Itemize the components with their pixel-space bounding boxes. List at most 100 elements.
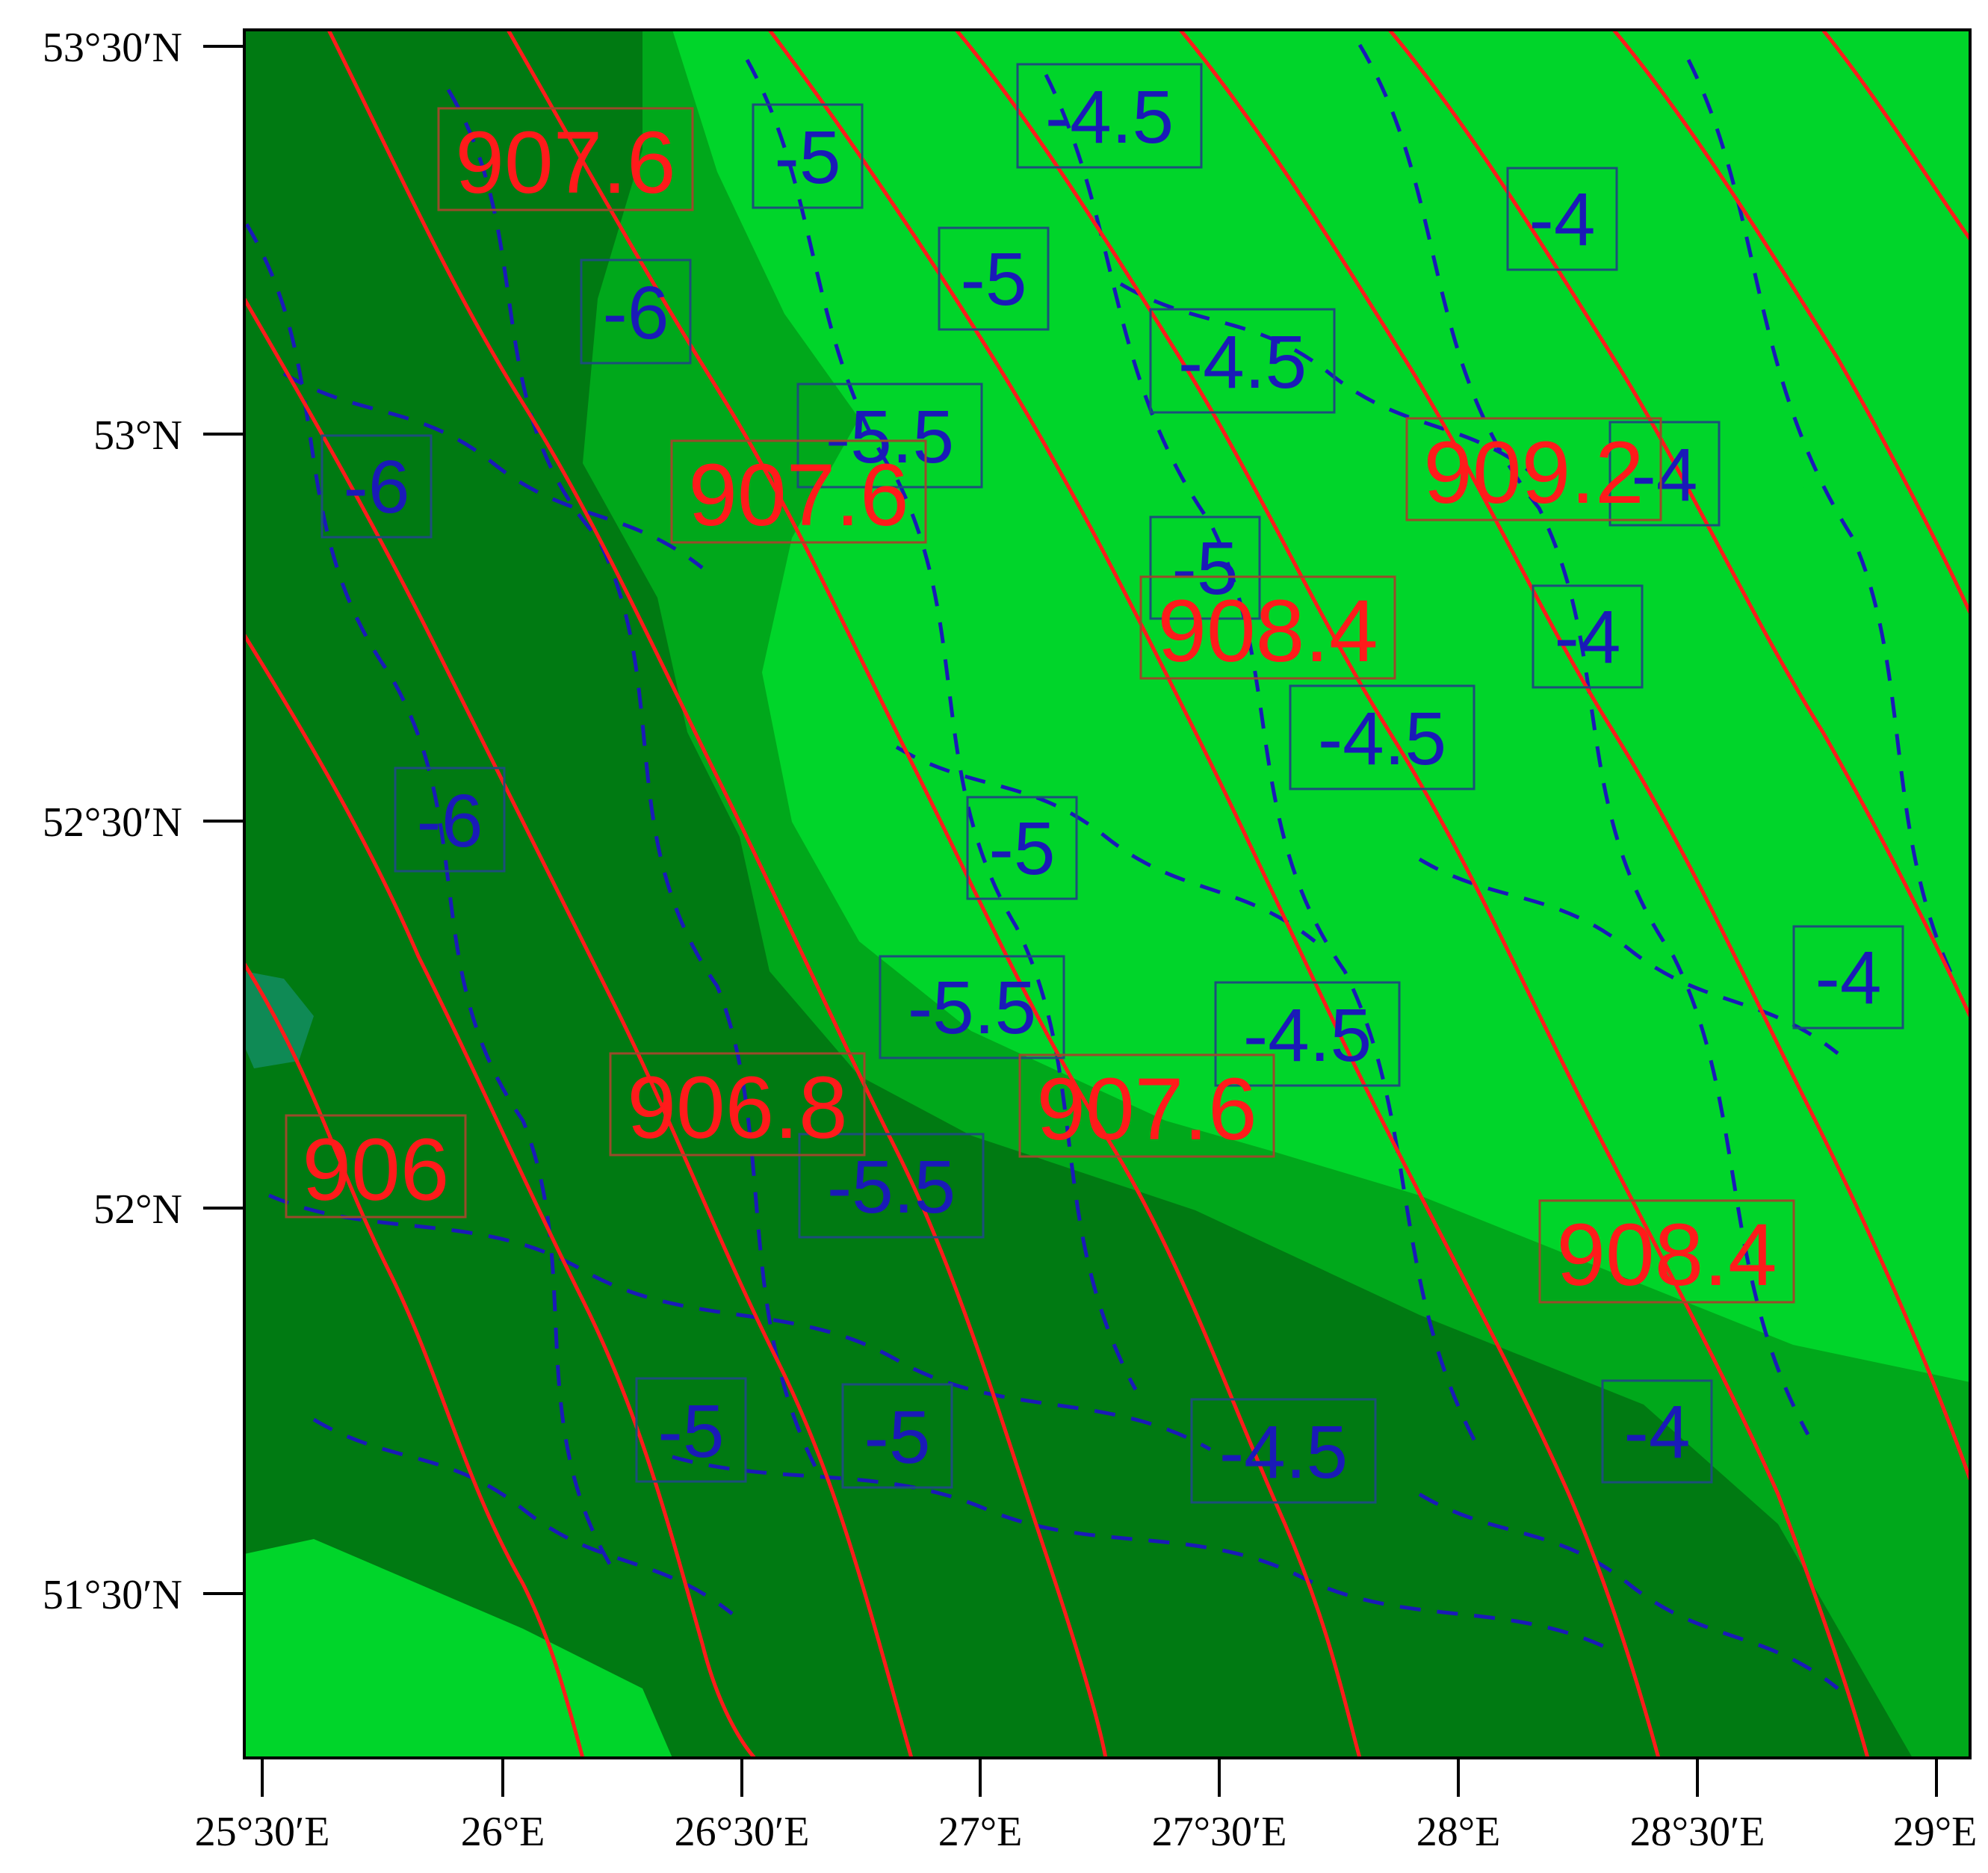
pressure-label-box — [285, 1114, 467, 1219]
temperature-label: -5.5 — [796, 383, 983, 489]
temperature-label-text: -4.5 — [1219, 1411, 1348, 1494]
temperature-label-text: -5 — [864, 1396, 931, 1479]
pressure-label-box — [437, 107, 694, 211]
temperature-label: -4.5 — [1214, 981, 1401, 1087]
pressure-label-text: 908.4 — [1556, 1206, 1777, 1304]
pressure-label-box — [1018, 1053, 1275, 1158]
pressure-label-text: 906 — [303, 1121, 450, 1219]
temperature-label-text: -4.5 — [1045, 75, 1174, 159]
temperature-label-text: -6 — [344, 445, 410, 529]
x-tick: 28°E — [1416, 1758, 1501, 1855]
pressure-label-text: 907.6 — [1036, 1060, 1257, 1159]
x-tick-label: 27°E — [938, 1809, 1023, 1855]
x-tick-label: 28°E — [1416, 1809, 1501, 1855]
pressure-isobar-7 — [955, 30, 1870, 1758]
map-frame — [243, 28, 1972, 1759]
temperature-label-box — [1792, 925, 1904, 1030]
shading-lightest-northeast — [1270, 30, 1970, 784]
temperature-label: -5 — [1149, 516, 1261, 620]
temperature-label-text: -5.5 — [827, 1145, 956, 1229]
y-tick-label: 53°N — [93, 412, 182, 459]
pressure-label: 906 — [285, 1114, 467, 1219]
temperature-label: -4.5 — [1190, 1398, 1377, 1504]
temperature-label-box — [1190, 1398, 1377, 1504]
temperature-label-box — [1506, 167, 1618, 271]
temperature-label-text: -5 — [961, 238, 1027, 321]
temperature-label-box — [1149, 308, 1336, 414]
pressure-label-box — [609, 1052, 866, 1157]
x-tick-label: 28°30′E — [1630, 1809, 1765, 1855]
pressure-isobar-10 — [1612, 30, 1970, 614]
temperature-label-text: -5.5 — [908, 966, 1036, 1050]
temperature-label-box — [1608, 421, 1721, 527]
temperature-label-text: -4 — [1555, 595, 1621, 679]
pressure-isobars — [244, 30, 1970, 1758]
x-tick: 27°E — [938, 1758, 1023, 1855]
temperature-label-box — [1214, 981, 1401, 1087]
temperature-contour-7 — [268, 1193, 1212, 1452]
pressure-label-text: 907.6 — [688, 446, 908, 545]
temperature-label-box — [580, 258, 692, 365]
temperature-contour-8 — [672, 1455, 1615, 1653]
temperature-contour-5 — [1357, 43, 1810, 1436]
y-tick-label: 52°N — [93, 1186, 182, 1233]
pressure-label: 909.2 — [1405, 417, 1662, 522]
temperature-label: -5 — [841, 1383, 953, 1489]
pressure-label: 907.6 — [437, 107, 694, 212]
pressure-labels: 907.6 907.6 909.2 908.4 906.8 907.6 906 … — [285, 107, 1795, 1304]
x-tick: 26°30′E — [675, 1758, 809, 1855]
x-tick-label: 29°E — [1893, 1809, 1978, 1855]
pressure-label-box — [1139, 575, 1396, 680]
pressure-label-text: 908.4 — [1157, 582, 1378, 681]
pressure-isobar-5 — [506, 30, 1362, 1758]
y-tick: 53°N — [93, 412, 244, 459]
x-tick: 29°E — [1893, 1758, 1978, 1855]
temperature-contour-1 — [244, 223, 615, 1570]
x-tick: 26°E — [461, 1758, 545, 1855]
y-tick: 51°30′N — [43, 1572, 244, 1618]
temperature-label: -4 — [1506, 167, 1618, 271]
temperature-labels: -5 -4.5 -4 -5 -6 -4.5 -5.5 -6 -4 -5 -4 -… — [321, 63, 1904, 1504]
pressure-isobar-1 — [244, 962, 585, 1758]
temperature-label: -5 — [752, 103, 864, 209]
temperature-label-text: -4.5 — [1318, 697, 1446, 781]
map-panel: -5 -4.5 -4 -5 -6 -4.5 -5.5 -6 -4 -5 -4 -… — [243, 28, 1972, 1759]
temperature-contour-11 — [895, 745, 1316, 943]
x-tick: 27°30′E — [1152, 1758, 1287, 1855]
pressure-label-box — [1405, 417, 1662, 521]
temperature-label: -4 — [1608, 421, 1721, 527]
temperature-label-box — [841, 1383, 953, 1489]
temperature-contour-14 — [1418, 1492, 1839, 1690]
temperature-label: -6 — [394, 767, 506, 873]
x-tick-label: 25°30′E — [195, 1809, 330, 1855]
temperature-label-text: -6 — [603, 271, 669, 355]
pressure-label-text: 907.6 — [455, 114, 675, 212]
pressure-label: 908.4 — [1538, 1199, 1795, 1304]
temperature-label-box — [796, 383, 983, 489]
temperature-label: -4.5 — [1289, 684, 1475, 790]
y-tick: 53°30′N — [43, 25, 244, 71]
temperature-label-text: -4.5 — [1178, 321, 1307, 404]
x-tick-label: 27°30′E — [1152, 1809, 1287, 1855]
temperature-label: -4 — [1532, 584, 1644, 689]
shading-light-band — [672, 30, 1970, 1382]
temperature-label-box — [321, 434, 433, 539]
x-axis: 25°30′E 26°E 26°30′E 27°E 27°30′E 28°E 2… — [195, 1758, 1978, 1855]
pressure-label-box — [1538, 1199, 1795, 1304]
temperature-label-box — [966, 796, 1078, 900]
temperature-label-text: -5.5 — [826, 395, 954, 479]
temperature-label-box — [1601, 1379, 1713, 1484]
x-tick-label: 26°E — [461, 1809, 545, 1855]
temperature-label-text: -4 — [1815, 936, 1882, 1020]
temperature-label: -5 — [938, 226, 1050, 331]
temperature-label: -5 — [635, 1377, 747, 1483]
temperature-label: -4.5 — [1149, 308, 1336, 414]
y-tick-label: 51°30′N — [43, 1572, 182, 1618]
temperature-label-text: -5 — [989, 807, 1056, 891]
temperature-label: -6 — [580, 258, 692, 365]
temperature-label-text: -4 — [1624, 1390, 1691, 1474]
y-tick-label: 53°30′N — [43, 25, 182, 71]
temperature-label: -6 — [321, 434, 433, 539]
temperature-label-box — [1016, 63, 1203, 169]
shading-light-southwest — [244, 1539, 672, 1758]
